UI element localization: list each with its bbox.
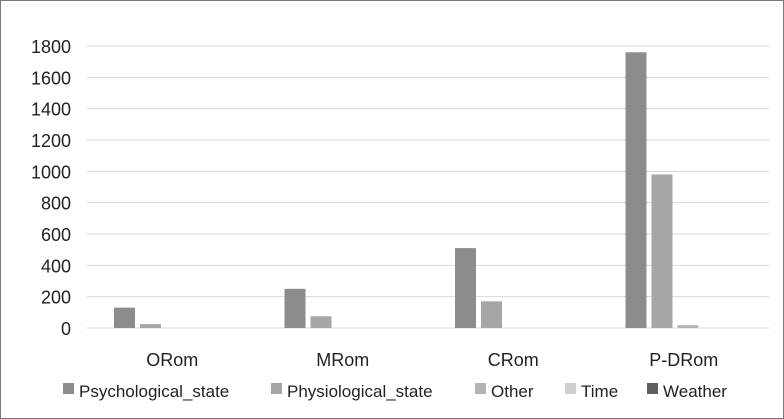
y-tick-label: 1400 bbox=[31, 100, 71, 120]
x-tick-label: MRom bbox=[316, 350, 369, 370]
bar-other-p-drom bbox=[677, 325, 699, 328]
x-axis-ticks: ORom MRom CRom P-DRom bbox=[146, 350, 718, 370]
legend-swatch bbox=[475, 383, 486, 394]
legend-swatch bbox=[63, 383, 74, 394]
legend-label: Physiological_state bbox=[287, 382, 433, 401]
y-tick-label: 200 bbox=[41, 288, 71, 308]
legend-label: Psychological_state bbox=[79, 382, 229, 401]
bar-psychological-state-mrom bbox=[284, 288, 306, 328]
bar-psychological-state-crom bbox=[455, 248, 476, 328]
legend-item: Weather bbox=[647, 382, 727, 401]
x-tick-label: CRom bbox=[488, 350, 539, 370]
bar-psychological-state-orom bbox=[114, 307, 135, 328]
bar-psychological-state-p-drom bbox=[625, 52, 647, 329]
legend-swatch bbox=[647, 383, 658, 394]
legend: Psychological_state Physiological_state Ot… bbox=[63, 382, 727, 401]
legend-label: Weather bbox=[663, 382, 727, 401]
legend-swatch bbox=[271, 383, 282, 394]
legend-label: Other bbox=[491, 382, 534, 401]
y-tick-label: 1800 bbox=[31, 37, 71, 57]
bar-physiological-state-p-drom bbox=[651, 174, 673, 328]
legend-item: Psychological_state bbox=[63, 382, 229, 401]
bars bbox=[114, 52, 699, 329]
y-tick-label: 1000 bbox=[31, 162, 71, 182]
y-tick-label: 1200 bbox=[31, 131, 71, 151]
bar-physiological-state-mrom bbox=[310, 316, 332, 328]
x-tick-label: ORom bbox=[146, 350, 198, 370]
y-tick-label: 400 bbox=[41, 256, 71, 276]
bar-physiological-state-orom bbox=[140, 324, 161, 328]
legend-item: Other bbox=[475, 382, 534, 401]
legend-swatch bbox=[565, 383, 576, 394]
y-axis-ticks: 0 200 400 600 800 1000 1200 1400 1600 1800 bbox=[31, 37, 71, 339]
legend-item: Physiological_state bbox=[271, 382, 433, 401]
y-tick-label: 0 bbox=[61, 319, 71, 339]
gridlines bbox=[87, 45, 769, 329]
y-tick-label: 600 bbox=[41, 225, 71, 245]
x-tick-label: P-DRom bbox=[649, 350, 718, 370]
bar-physiological-state-crom bbox=[481, 301, 502, 328]
legend-item: Time bbox=[565, 382, 618, 401]
y-tick-label: 1600 bbox=[31, 68, 71, 88]
y-tick-label: 800 bbox=[41, 194, 71, 214]
legend-label: Time bbox=[581, 382, 618, 401]
